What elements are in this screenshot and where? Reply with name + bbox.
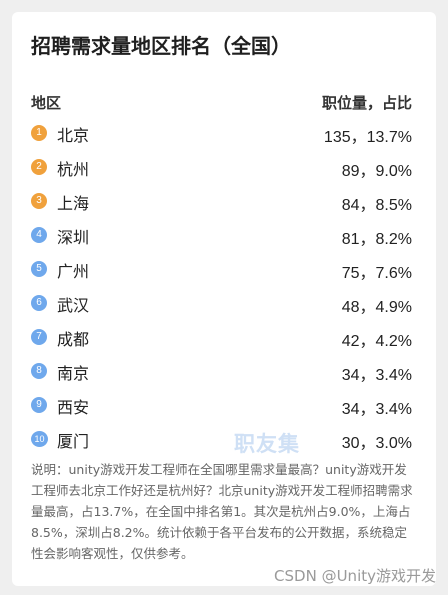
city-name: 上海 <box>57 194 90 213</box>
rank-badge: 9 <box>31 397 47 413</box>
ranking-row: 8 南京 34，3.4% <box>31 358 412 392</box>
footer-credit: CSDN @Unity游戏开发 <box>274 567 436 585</box>
card-title: 招聘需求量地区排名（全国） <box>31 34 291 58</box>
rank-badge: 10 <box>31 431 48 447</box>
count-share-value: 84，8.5% <box>341 197 412 214</box>
city-name: 广州 <box>57 262 90 281</box>
count-share-value: 48，4.9% <box>341 299 412 316</box>
count-share-value: 89，9.0% <box>341 163 412 180</box>
rank-badge: 5 <box>31 261 47 277</box>
ranking-row: 1 北京 135，13.7% <box>31 120 412 154</box>
count-share-value: 75，7.6% <box>341 265 412 282</box>
ranking-card: 招聘需求量地区排名（全国） 地区 职位量，占比 1 北京 135，13.7% 2 杭州 8… <box>12 12 436 586</box>
city-name: 深圳 <box>57 228 90 247</box>
count-share-value: 81，8.2% <box>341 231 412 248</box>
rank-badge: 1 <box>31 125 47 141</box>
rank-badge: 2 <box>31 159 47 175</box>
rank-badge: 7 <box>31 329 47 345</box>
city-name: 南京 <box>57 364 90 383</box>
rank-badge: 3 <box>31 193 47 209</box>
count-share-value: 135，13.7% <box>323 129 412 146</box>
ranking-list: 1 北京 135，13.7% 2 杭州 89，9.0% 3 上海 84，8.5% 4 深圳 81，8.… <box>31 120 412 460</box>
rank-badge: 4 <box>31 227 47 243</box>
city-name: 北京 <box>57 126 90 145</box>
count-share-value: 42，4.2% <box>341 333 412 350</box>
ranking-row: 9 西安 34，3.4% <box>31 392 412 426</box>
header-count-share: 职位量，占比 <box>321 94 412 112</box>
city-name: 杭州 <box>57 160 90 179</box>
table-header: 地区 职位量，占比 <box>31 92 412 112</box>
count-share-value: 34，3.4% <box>341 401 412 418</box>
count-share-value: 34，3.4% <box>341 367 412 384</box>
ranking-row: 2 杭州 89，9.0% <box>31 154 412 188</box>
ranking-row: 3 上海 84，8.5% <box>31 188 412 222</box>
ranking-row: 5 广州 75，7.6% <box>31 256 412 290</box>
description-text: 说明：unity游戏开发工程师在全国哪里需求量最高？unity游戏开发工程师去北… <box>31 462 413 561</box>
watermark: 职友集 <box>234 432 300 456</box>
count-share-value: 30，3.0% <box>341 435 412 452</box>
header-region: 地区 <box>31 94 62 112</box>
city-name: 武汉 <box>57 296 90 315</box>
city-name: 西安 <box>57 398 90 417</box>
rank-badge: 6 <box>31 295 47 311</box>
ranking-row: 7 成都 42，4.2% <box>31 324 412 358</box>
ranking-row: 6 武汉 48，4.9% <box>31 290 412 324</box>
ranking-row: 4 深圳 81，8.2% <box>31 222 412 256</box>
ranking-row: 10 厦门 30，3.0% <box>31 426 412 460</box>
rank-badge: 8 <box>31 363 47 379</box>
city-name: 厦门 <box>57 432 90 451</box>
city-name: 成都 <box>57 330 90 349</box>
